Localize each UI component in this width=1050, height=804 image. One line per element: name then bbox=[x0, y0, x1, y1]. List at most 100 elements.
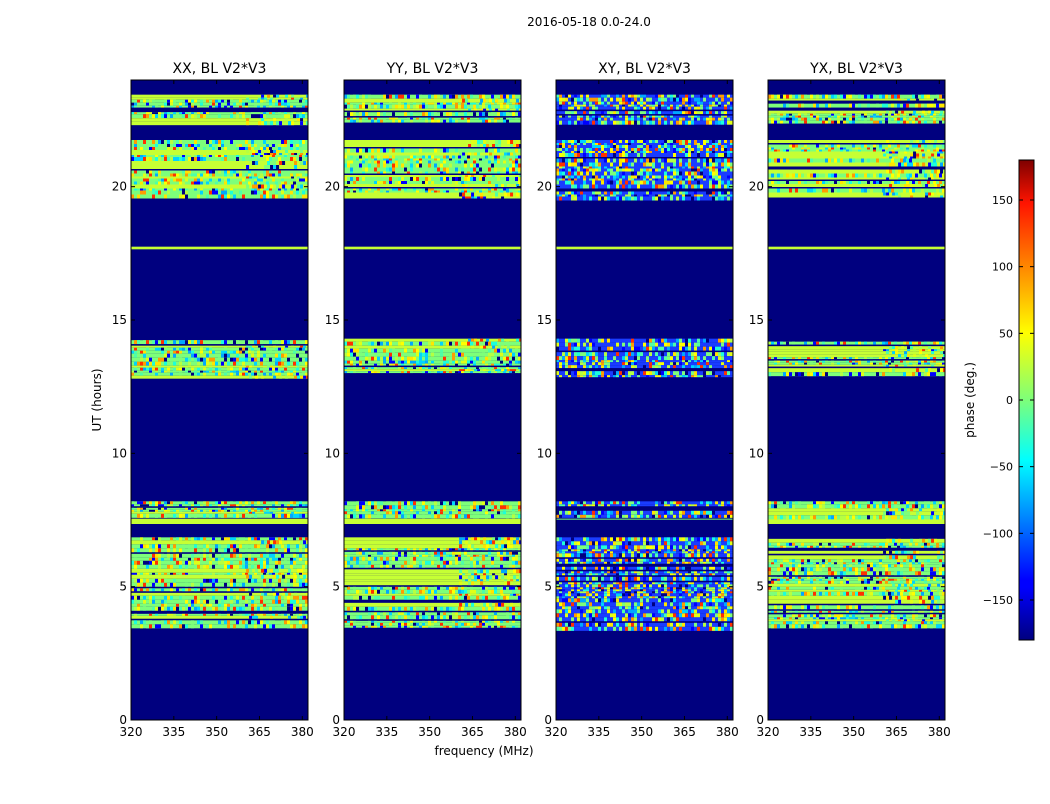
noise-cell bbox=[568, 591, 571, 593]
noise-cell bbox=[565, 339, 568, 343]
noise-cell bbox=[242, 573, 245, 575]
noise-cell bbox=[203, 614, 206, 616]
noise-cell bbox=[634, 559, 637, 562]
noise-cell bbox=[176, 368, 179, 371]
noise-cell bbox=[365, 156, 368, 159]
noise-cell bbox=[371, 367, 374, 369]
noise-cell bbox=[200, 588, 203, 591]
noise-cell bbox=[149, 620, 152, 624]
noise-cell bbox=[595, 501, 598, 504]
noise-cell bbox=[266, 195, 269, 199]
noise-cell bbox=[407, 95, 410, 99]
noise-cell bbox=[416, 353, 419, 357]
noise-cell bbox=[434, 164, 437, 168]
noise-cell bbox=[347, 557, 350, 561]
noise-cell bbox=[149, 588, 152, 591]
noise-cell bbox=[494, 118, 497, 120]
noise-cell bbox=[661, 609, 664, 613]
noise-cell bbox=[134, 614, 137, 616]
noise-cell bbox=[610, 501, 613, 504]
noise-cell bbox=[383, 112, 386, 116]
noise-cell bbox=[637, 356, 640, 360]
noise-cell bbox=[224, 171, 227, 174]
noise-cell bbox=[296, 114, 299, 118]
noise-cell bbox=[622, 504, 625, 506]
noise-cell bbox=[513, 153, 516, 156]
noise-cell bbox=[261, 575, 264, 579]
noise-cell bbox=[272, 100, 275, 103]
noise-cell bbox=[353, 189, 356, 191]
noise-cell bbox=[601, 537, 604, 541]
noise-cell bbox=[254, 579, 257, 583]
noise-cell bbox=[386, 149, 389, 153]
noise-cell bbox=[209, 624, 212, 628]
noise-cell bbox=[362, 557, 365, 561]
noise-cell bbox=[173, 614, 176, 616]
noise-cell bbox=[297, 569, 300, 573]
noise-cell bbox=[446, 367, 449, 369]
noise-cell bbox=[413, 357, 416, 361]
noise-cell bbox=[631, 623, 634, 627]
noise-cell bbox=[503, 557, 506, 561]
noise-cell bbox=[245, 340, 248, 344]
noise-cell bbox=[209, 561, 212, 565]
noise-cell bbox=[667, 587, 670, 589]
noise-cell bbox=[670, 598, 673, 602]
noise-cell bbox=[401, 565, 404, 568]
noise-cell bbox=[389, 505, 392, 509]
noise-cell bbox=[386, 607, 389, 611]
noise-cell bbox=[350, 626, 353, 628]
noise-cell bbox=[236, 373, 239, 376]
noise-cell bbox=[191, 583, 194, 587]
noise-cell bbox=[464, 514, 467, 518]
noise-cell bbox=[458, 552, 461, 555]
noise-cell bbox=[425, 548, 428, 550]
noise-cell bbox=[619, 515, 622, 518]
noise-cell bbox=[574, 541, 577, 545]
noise-cell bbox=[371, 349, 374, 353]
noise-cell bbox=[494, 501, 497, 505]
noise-cell bbox=[215, 100, 218, 103]
noise-cell bbox=[515, 105, 518, 109]
noise-cell bbox=[482, 361, 485, 364]
noise-cell bbox=[227, 354, 230, 358]
noise-cell bbox=[276, 95, 279, 98]
noise-cell bbox=[272, 583, 275, 587]
noise-cell bbox=[470, 357, 473, 361]
noise-cell bbox=[185, 614, 188, 616]
noise-cell bbox=[251, 155, 254, 157]
noise-cell bbox=[497, 112, 500, 116]
noise-cell bbox=[282, 575, 285, 579]
noise-cell bbox=[476, 164, 479, 168]
noise-cell bbox=[194, 182, 197, 185]
noise-cell bbox=[267, 540, 270, 544]
noise-cell bbox=[497, 623, 500, 626]
noise-cell bbox=[401, 156, 404, 159]
noise-cell bbox=[670, 545, 673, 549]
noise-cell bbox=[398, 555, 401, 557]
noise-cell bbox=[694, 553, 697, 557]
noise-cell bbox=[149, 371, 152, 373]
noise-cell bbox=[200, 157, 203, 161]
noise-cell bbox=[607, 598, 610, 602]
noise-cell bbox=[646, 356, 649, 360]
noise-cell bbox=[140, 373, 143, 376]
noise-cell bbox=[676, 504, 679, 506]
noise-cell bbox=[155, 504, 158, 506]
noise-cell bbox=[506, 505, 509, 509]
noise-cell bbox=[574, 598, 577, 602]
noise-cell bbox=[245, 358, 248, 362]
noise-cell bbox=[443, 103, 446, 105]
noise-cell bbox=[194, 144, 197, 147]
noise-cell bbox=[501, 184, 504, 187]
noise-cell bbox=[586, 623, 589, 627]
noise-cell bbox=[562, 356, 565, 360]
noise-cell bbox=[194, 191, 197, 195]
noise-cell bbox=[143, 191, 146, 195]
noise-cell bbox=[616, 598, 619, 602]
noise-cell bbox=[167, 607, 170, 611]
noise-cell bbox=[200, 351, 203, 354]
noise-cell bbox=[167, 191, 170, 195]
noise-cell bbox=[640, 559, 643, 562]
noise-cell bbox=[380, 607, 383, 611]
